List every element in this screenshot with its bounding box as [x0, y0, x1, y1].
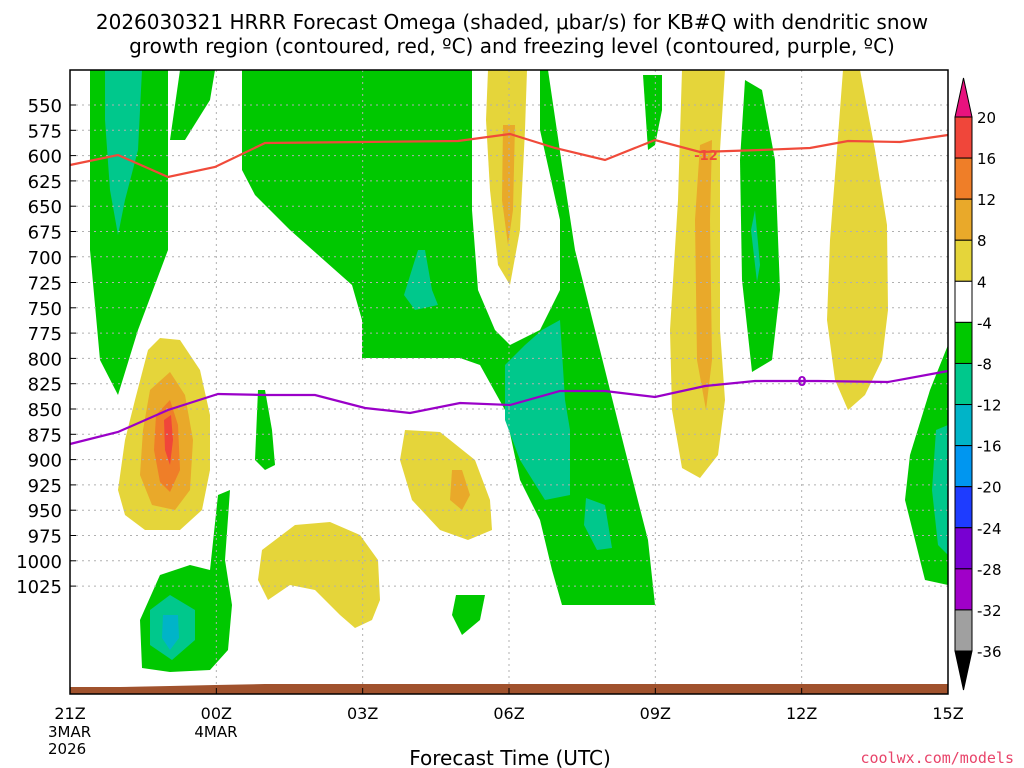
plot-area: -12 0 [69, 69, 949, 695]
colorbar: 20 16 12 8 4 -4 -8 -12 -16 -20 -24 -28 -32 -36 [954, 77, 1002, 691]
omega-region [584, 498, 612, 550]
colorbar-bin [954, 157, 973, 200]
chart-title-line1: 2026030321 HRRR Forecast Omega (shaded, … [96, 10, 928, 34]
x-tick-label: 12Z [786, 704, 817, 723]
colorbar-label: -36 [977, 643, 1002, 661]
colorbar-bin [954, 568, 973, 611]
freezing-contour-label: 0 [797, 375, 806, 390]
omega-region [255, 390, 275, 470]
y-tick-label: 750 [28, 299, 62, 320]
colorbar-label: -20 [977, 479, 1002, 497]
colorbar-bin [954, 609, 973, 652]
x-tick-label: 03Z [347, 704, 378, 723]
dgz-contour-label: -12 [694, 149, 718, 164]
y-tick-label: 725 [28, 274, 62, 295]
colorbar-label: -12 [977, 397, 1002, 415]
y-tick-label: 1025 [16, 577, 62, 598]
colorbar-bin [954, 116, 973, 159]
y-tick-label: 550 [28, 96, 62, 117]
y-tick-label: 950 [28, 501, 62, 522]
omega-region [105, 70, 142, 235]
colorbar-top-arrow [954, 77, 973, 118]
x-tick-year: 2026 [48, 740, 86, 758]
colorbar-bin [954, 527, 973, 570]
y-tick-label: 700 [28, 248, 62, 269]
colorbar-label: 12 [977, 191, 996, 209]
omega-region [505, 320, 570, 500]
x-tick-date: 3MAR [48, 723, 91, 741]
y-tick-label: 925 [28, 476, 62, 497]
omega-region [452, 595, 485, 635]
omega-region [164, 415, 173, 465]
colorbar-label: -8 [977, 355, 992, 373]
chart-title-line2: growth region (contoured, red, ºC) and f… [129, 34, 895, 58]
x-tick-label: 21Z [54, 704, 85, 723]
colorbar-bin [954, 239, 973, 282]
credit-text: coolwx.com/models [860, 749, 1014, 767]
horizontal-gridlines [70, 104, 948, 587]
omega-region [695, 140, 712, 410]
omega-region [258, 522, 380, 628]
colorbar-bottom-arrow [954, 650, 973, 691]
y-tick-label: 800 [28, 349, 62, 370]
freezing-level-contour [69, 369, 949, 446]
colorbar-label: 4 [977, 273, 987, 291]
y-tick-label: 775 [28, 324, 62, 345]
colorbar-label: 16 [977, 150, 996, 168]
colorbar-label: -16 [977, 438, 1002, 456]
colorbar-label: -28 [977, 561, 1002, 579]
y-tick-label: 650 [28, 197, 62, 218]
colorbar-bin [954, 362, 973, 406]
colorbar-label: -24 [977, 520, 1002, 538]
y-axis-ticks: 550 575 600 625 650 675 700 725 750 775 800 825 850 8… [16, 96, 76, 598]
omega-region [162, 615, 179, 650]
colorbar-bin [954, 445, 973, 488]
omega-region [827, 70, 888, 410]
colorbar-label: -32 [977, 602, 1002, 620]
colorbar-bin [954, 404, 973, 447]
colorbar-label: 8 [977, 232, 987, 250]
x-tick-label: 00Z [201, 704, 232, 723]
y-tick-label: 675 [28, 223, 62, 244]
colorbar-label: -4 [977, 314, 992, 332]
omega-region [932, 425, 948, 555]
omega-region [400, 430, 492, 540]
colorbar-bin [954, 486, 973, 529]
y-tick-label: 900 [28, 451, 62, 472]
y-tick-label: 850 [28, 400, 62, 421]
colorbar-bin [954, 280, 973, 323]
y-tick-label: 975 [28, 527, 62, 548]
omega-region [643, 75, 662, 150]
omega-region [404, 250, 438, 310]
y-tick-label: 1000 [16, 552, 62, 573]
x-tick-label: 15Z [932, 704, 963, 723]
y-tick-label: 825 [28, 375, 62, 396]
omega-region [751, 210, 760, 282]
y-tick-label: 600 [28, 147, 62, 168]
x-axis-label: Forecast Time (UTC) [409, 746, 611, 768]
x-tick-date: 4MAR [194, 723, 237, 741]
colorbar-bin [954, 321, 973, 364]
omega-region [740, 80, 780, 372]
x-tick-label: 06Z [493, 704, 524, 723]
y-tick-label: 575 [28, 121, 62, 142]
x-tick-label: 09Z [640, 704, 671, 723]
dgz-minus12-contour [69, 132, 949, 179]
omega-region [450, 470, 470, 510]
omega-region [170, 70, 215, 140]
y-tick-label: 875 [28, 425, 62, 446]
y-tick-label: 625 [28, 172, 62, 193]
colorbar-label: 20 [977, 109, 996, 127]
colorbar-bin [954, 198, 973, 241]
